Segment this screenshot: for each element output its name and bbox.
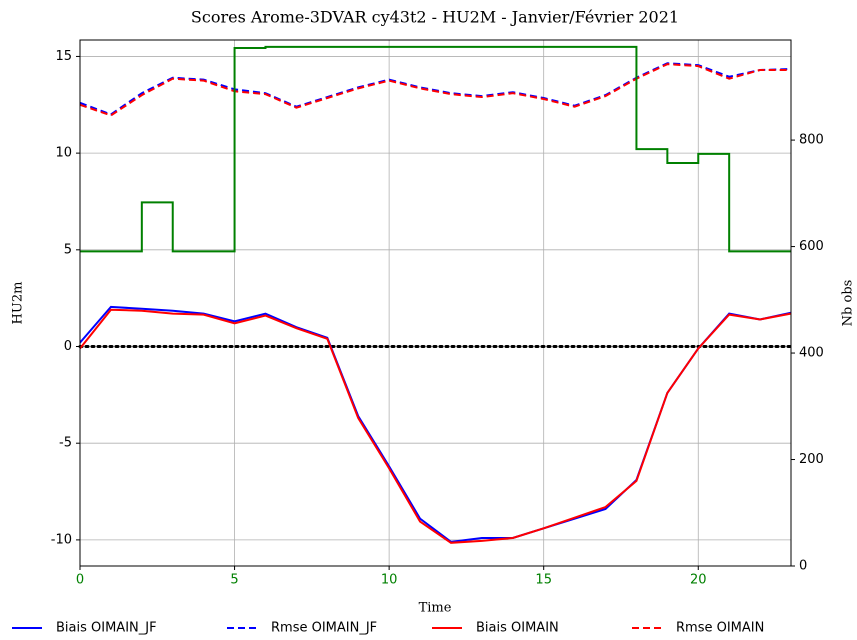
x-tick-label: 0 — [76, 573, 84, 588]
series-line — [80, 305, 791, 543]
y-tick-label: 5 — [64, 242, 72, 257]
series-line — [80, 45, 791, 253]
series-line — [80, 62, 791, 116]
y2-axis-label: Nb obs — [841, 280, 856, 327]
legend-label: Biais OIMAIN_JF — [56, 621, 157, 636]
series-line — [80, 63, 791, 117]
legend-label: Biais OIMAIN — [476, 621, 559, 636]
y-tick-label: 10 — [55, 146, 72, 161]
y2-tick-label: 800 — [799, 133, 824, 148]
legend-label: Rmse OIMAIN — [676, 621, 764, 636]
x-axis-label: Time — [419, 601, 452, 616]
x-tick-label: 5 — [230, 573, 238, 588]
x-tick-label: 20 — [690, 573, 707, 588]
y-tick-label: 15 — [55, 49, 72, 64]
legend-label: Rmse OIMAIN_JF — [271, 621, 377, 636]
x-tick-label: 10 — [381, 573, 398, 588]
x-tick-label: 15 — [535, 573, 552, 588]
y-axis-label: HU2m — [11, 282, 26, 325]
y2-tick-label: 600 — [799, 239, 824, 254]
y2-tick-label: 0 — [799, 559, 807, 574]
y2-tick-label: 400 — [799, 346, 824, 361]
y-tick-label: 0 — [64, 339, 72, 354]
y2-tick-label: 200 — [799, 452, 824, 467]
y-tick-label: -10 — [51, 532, 72, 547]
chart-title: Scores Arome-3DVAR cy43t2 - HU2M - Janvi… — [191, 8, 679, 27]
plot-frame — [79, 39, 792, 567]
y-tick-label: -5 — [59, 436, 72, 451]
series-line — [80, 308, 791, 544]
